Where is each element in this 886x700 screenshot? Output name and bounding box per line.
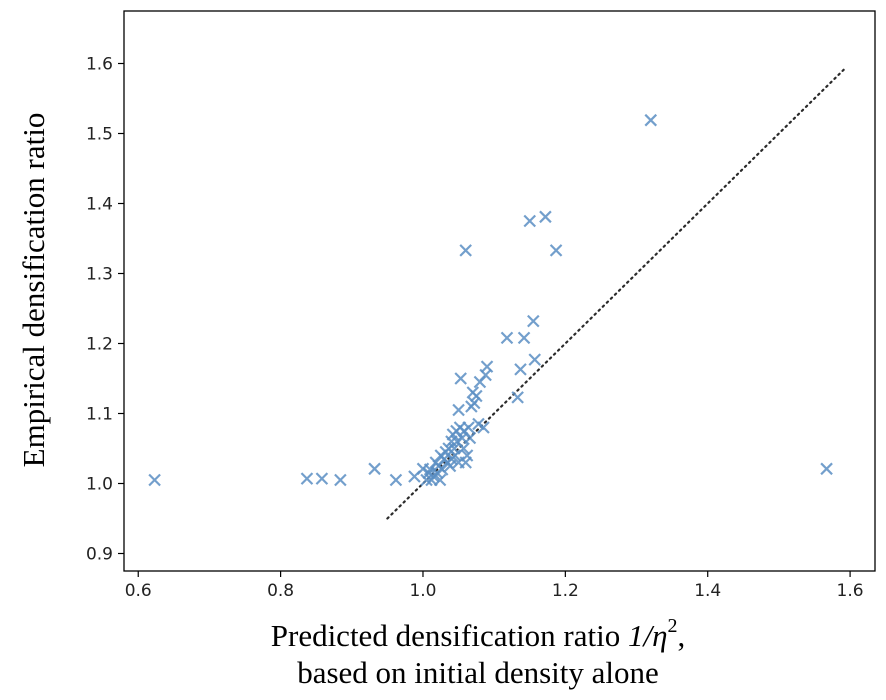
x-tick-label: 1.0 xyxy=(409,581,436,601)
x-axis-label-comma: , xyxy=(678,618,686,653)
data-point xyxy=(528,353,542,366)
data-point xyxy=(820,462,833,476)
y-tick-label: 1.0 xyxy=(86,475,113,495)
x-axis-label-superscript: 2 xyxy=(668,615,678,637)
data-point xyxy=(148,473,161,487)
data-point xyxy=(459,244,472,257)
data-point xyxy=(368,462,381,476)
y-tick-label: 1.6 xyxy=(86,55,113,75)
data-point xyxy=(500,331,514,345)
plot-area xyxy=(123,10,876,572)
data-point xyxy=(462,421,475,434)
data-points-layer xyxy=(148,113,833,487)
x-axis-ticks: 0.6 0.8 1.0 1.2 1.4 1.6 xyxy=(125,571,864,601)
y-tick-label: 1.4 xyxy=(86,195,113,215)
data-point xyxy=(467,396,481,410)
data-point xyxy=(523,214,537,228)
x-tick-label: 1.4 xyxy=(694,581,721,601)
x-tick-label: 1.6 xyxy=(837,581,864,601)
data-point xyxy=(470,389,483,403)
y-tick-label: 1.3 xyxy=(86,265,113,285)
reference-line-layer xyxy=(386,65,848,520)
data-point xyxy=(511,391,524,404)
x-tick-label: 1.2 xyxy=(552,581,579,601)
data-point xyxy=(517,331,531,345)
y-axis-ticks: 0.9 1.0 1.1 1.2 1.3 1.4 1.5 1.6 xyxy=(86,55,124,565)
y-axis-label: Empirical densification ratio xyxy=(16,113,51,468)
data-point xyxy=(514,363,527,376)
data-point xyxy=(389,473,403,487)
data-point xyxy=(644,113,658,127)
data-point xyxy=(420,473,433,487)
data-point xyxy=(452,403,465,417)
data-point xyxy=(334,473,347,487)
data-point xyxy=(463,431,477,445)
x-axis-label-line2: based on initial density alone xyxy=(297,655,659,690)
y-tick-label: 1.1 xyxy=(86,405,113,425)
data-point xyxy=(480,360,494,373)
x-axis-label-math: 1/η xyxy=(628,618,668,653)
data-point xyxy=(549,244,563,257)
y-tick-label: 0.9 xyxy=(86,545,113,565)
x-axis-label-line1: Predicted densification ratio 1/η2, xyxy=(271,615,686,653)
data-point xyxy=(454,372,467,385)
x-tick-label: 0.6 xyxy=(125,581,152,601)
y-tick-label: 1.2 xyxy=(86,335,113,355)
x-axis-label-text: Predicted densification ratio xyxy=(271,618,621,653)
x-tick-label: 0.8 xyxy=(267,581,294,601)
data-point xyxy=(539,210,552,224)
data-point xyxy=(527,314,540,328)
data-point xyxy=(460,449,474,462)
data-point xyxy=(457,442,470,455)
data-point xyxy=(435,463,449,476)
y-tick-label: 1.5 xyxy=(86,125,113,145)
data-point xyxy=(315,472,329,485)
data-point xyxy=(477,421,490,434)
data-point xyxy=(433,473,447,487)
reference-line xyxy=(386,65,848,520)
data-point xyxy=(300,472,314,485)
